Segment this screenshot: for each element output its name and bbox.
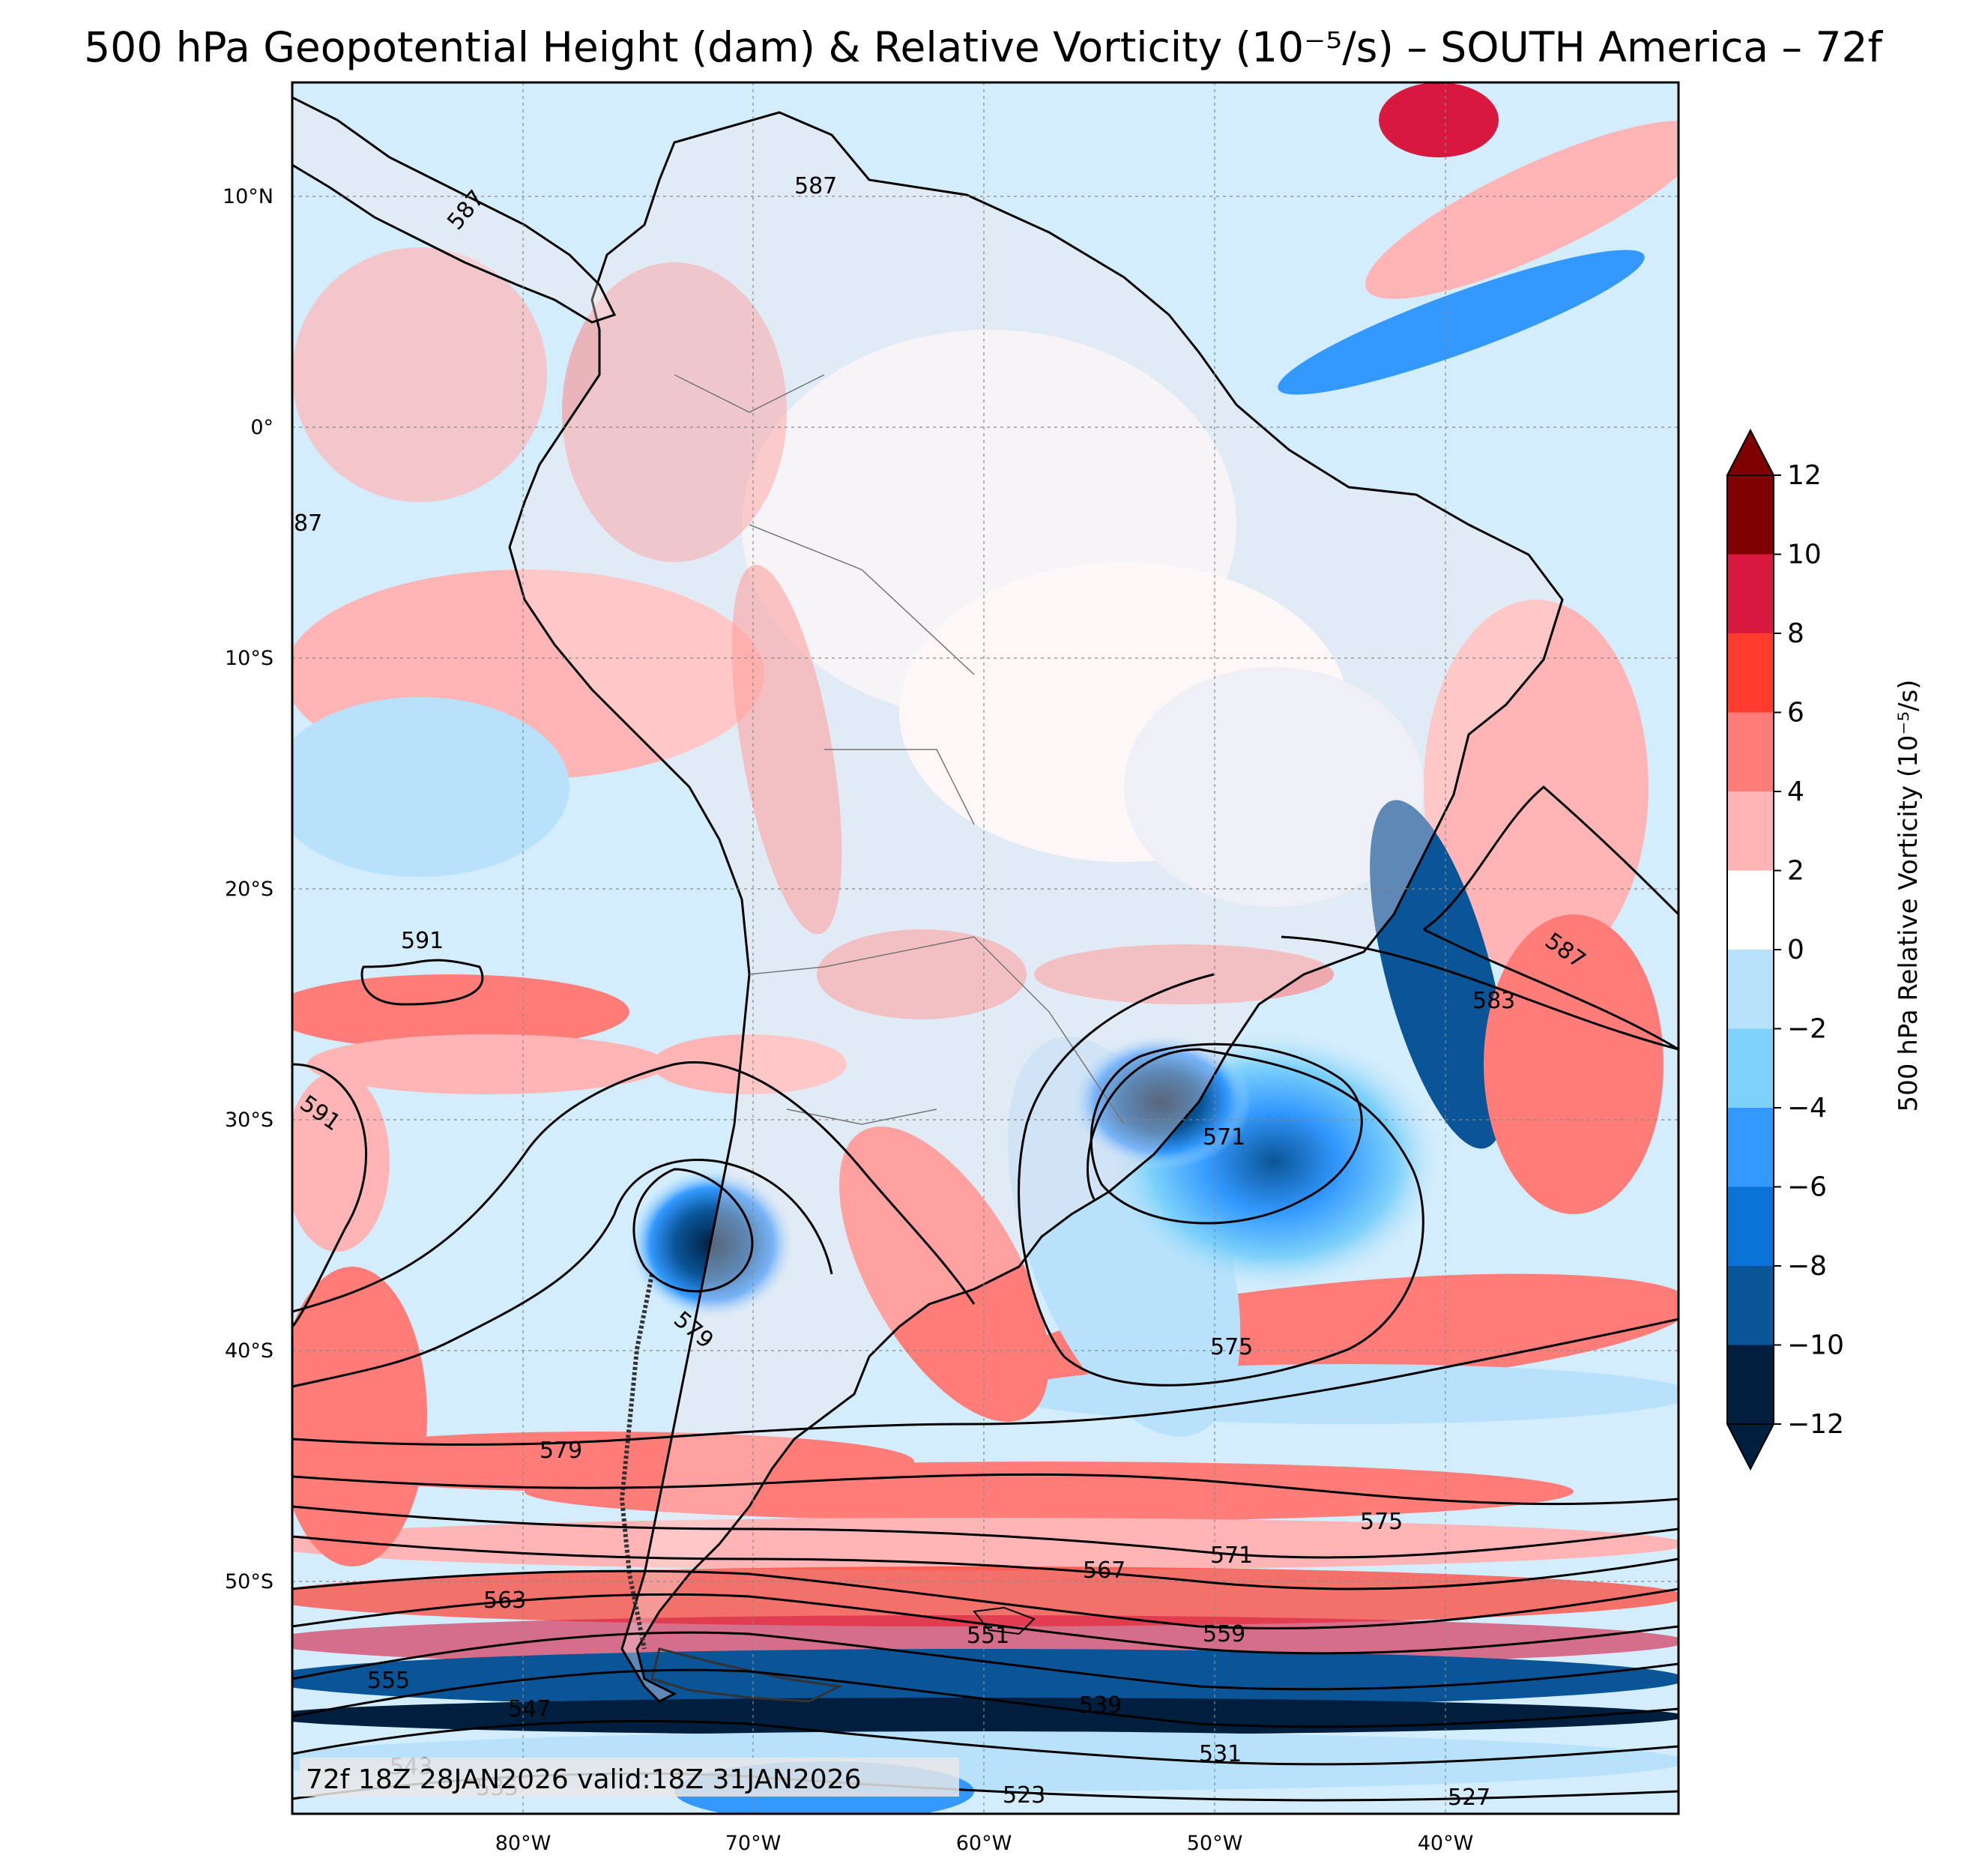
colorbar-tick-label: 12 (1787, 460, 1822, 491)
contour-line (360, 959, 484, 1006)
latitude-ticks: 10°N 0° 10°S 20°S 30°S 40°S 50°S (223, 185, 274, 1593)
contour-line (292, 1159, 833, 1388)
contour-line (292, 1505, 1679, 1559)
contour-line (292, 1473, 1679, 1506)
contour-label: 571 (1210, 1542, 1253, 1569)
contour-line (1018, 973, 1424, 1387)
contour-label: 587 (794, 173, 837, 199)
contour-label: 563 (483, 1587, 526, 1614)
contour-line (292, 1569, 1679, 1630)
contour-line (292, 1719, 1679, 1766)
central-america-outline (292, 96, 617, 324)
colorbar-tick-label: −4 (1787, 1093, 1827, 1124)
contour-label: 539 (1079, 1692, 1122, 1719)
landmass (292, 96, 1564, 1703)
lon-tick-label: 80°W (495, 1832, 552, 1855)
tierra-del-fuego (650, 1647, 843, 1703)
lon-tick-label: 50°W (1187, 1832, 1243, 1855)
colorbar-label: 500 hPa Relative Vorticity (10⁻⁵/s) (1894, 680, 1924, 1112)
colorbar-segment (1727, 1028, 1774, 1109)
contour-label: 523 (1003, 1782, 1045, 1809)
south-america-outline (508, 111, 1564, 1703)
contour-label: 575 (1210, 1334, 1253, 1360)
contour-line (292, 1318, 1679, 1446)
colorbar-segment (1727, 554, 1774, 634)
colorbar-segment (1727, 870, 1774, 950)
contour-line (292, 1593, 1679, 1655)
colorbar-segment (1727, 475, 1774, 555)
colorbar-segment (1727, 791, 1774, 871)
chilean-archipelago (619, 1273, 654, 1650)
contour-label: 579 (540, 1438, 582, 1464)
lon-tick-label: 70°W (725, 1832, 782, 1855)
colorbar: 12 10 8 6 4 2 0 −2 −4 −6 −8 −10 −12 (1726, 428, 1844, 1471)
gridlines (292, 82, 1679, 1814)
colorbar-tick-label: −2 (1787, 1014, 1827, 1045)
longitude-ticks: 80°W 70°W 60°W 50°W 40°W (495, 1832, 1474, 1855)
contour-line (292, 1061, 976, 1313)
contour-label: 531 (1199, 1741, 1242, 1767)
colorbar-segment (1727, 950, 1774, 1029)
map-panel: 587 587 87 591 591 587 583 571 579 575 5… (292, 82, 1679, 1814)
contour-line (292, 1535, 1679, 1590)
figure-title: 500 hPa Geopotential Height (dam) & Rela… (84, 23, 1883, 71)
country-borders (674, 374, 1125, 1125)
colorbar-extend-max (1726, 428, 1775, 476)
lat-tick-label: 20°S (225, 878, 274, 901)
colorbar-tick-label: −12 (1787, 1409, 1844, 1440)
info-box-background (300, 1758, 959, 1797)
contour-label: 547 (508, 1696, 551, 1722)
colorbar-segment (1727, 1186, 1774, 1267)
map-frame (291, 81, 1680, 1815)
lat-tick-label: 40°S (225, 1339, 274, 1363)
contour-line (1281, 935, 1679, 1051)
colorbar-tick-label: 4 (1787, 776, 1804, 807)
contour-line (1090, 1043, 1363, 1225)
colorbar-segment (1727, 1108, 1774, 1187)
colorbar-tick-label: 2 (1787, 856, 1804, 887)
colorbar-segment (1727, 1345, 1774, 1425)
contour-label: 591 (401, 928, 444, 954)
lat-tick-label: 30°S (225, 1109, 274, 1132)
colorbar-tick-label: 0 (1787, 935, 1804, 965)
colorbar-tick-label: 6 (1787, 698, 1804, 729)
colorbar-segment (1727, 712, 1774, 792)
colorbar-tick-label: −8 (1787, 1251, 1827, 1282)
colorbar-tick-label: 10 (1787, 540, 1822, 570)
contour-label: 567 (1083, 1557, 1125, 1584)
contour-label: 575 (1360, 1509, 1403, 1535)
contour-label: 583 (1472, 988, 1515, 1014)
contour-line (632, 1168, 754, 1293)
colorbar-tick-label: 8 (1787, 618, 1804, 649)
contour-line (1423, 928, 1679, 1051)
lat-tick-label: 0° (250, 416, 274, 439)
contour-label: 551 (967, 1623, 1009, 1649)
lat-tick-label: 50°S (225, 1570, 274, 1593)
contour-line (292, 1631, 1679, 1691)
colorbar-tick-label: −6 (1787, 1172, 1827, 1203)
lat-tick-label: 10°S (225, 647, 274, 670)
contour-line (292, 1668, 1679, 1728)
colorbar-segment (1727, 1266, 1774, 1345)
contour-label: 87 (294, 510, 322, 537)
lon-tick-label: 40°W (1418, 1832, 1474, 1855)
contour-label: 571 (1203, 1124, 1245, 1150)
info-box-text: 72f 18Z 28JAN2026 valid:18Z 31JAN2026 (306, 1764, 861, 1795)
contour-label: 559 (1203, 1621, 1245, 1647)
falkland-islands (973, 1606, 1036, 1635)
lat-tick-label: 10°N (223, 185, 274, 208)
contour-label: 527 (1448, 1785, 1490, 1811)
lon-tick-label: 60°W (956, 1832, 1012, 1855)
contour-line (1423, 785, 1679, 931)
colorbar-extend-min (1726, 1423, 1775, 1471)
colorbar-tick-label: −10 (1787, 1330, 1844, 1361)
contour-label: 555 (367, 1668, 410, 1694)
colorbar-segment (1727, 633, 1774, 713)
